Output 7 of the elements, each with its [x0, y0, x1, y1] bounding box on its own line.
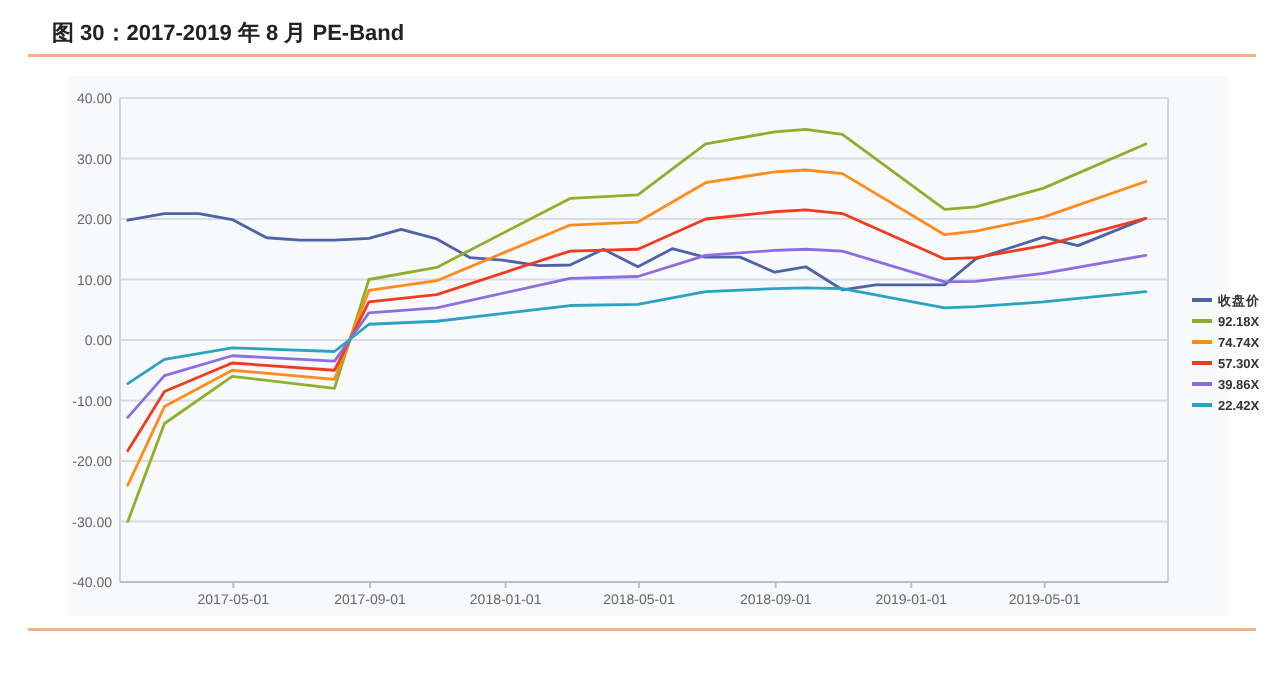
line-series [126, 247, 1148, 419]
chart-title: 图 30：2017-2019 年 8 月 PE-Band [52, 20, 405, 46]
line-series [126, 128, 1148, 523]
line-series [126, 286, 1148, 385]
line-series [126, 208, 1148, 453]
line-series [126, 168, 1148, 487]
line-series [126, 212, 1148, 292]
